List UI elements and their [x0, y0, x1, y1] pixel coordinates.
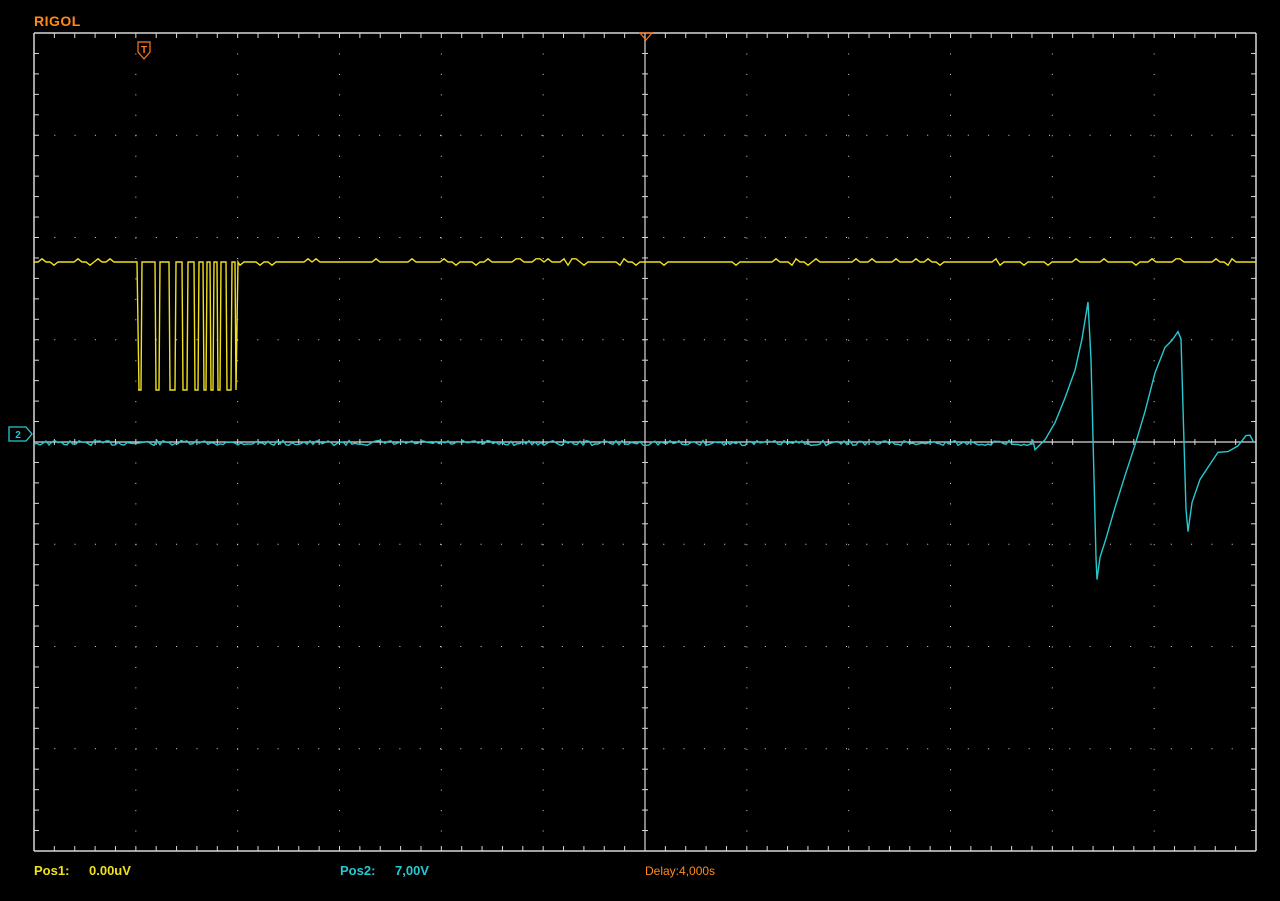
delay-readout: Delay:4,000s: [645, 864, 716, 878]
channel-1-waveform: [34, 257, 1256, 391]
trigger-position-marker-icon[interactable]: T: [137, 41, 151, 60]
pos1-label: Pos1:: [34, 863, 70, 878]
brand-logo: RIGOL: [34, 13, 81, 29]
channel-2-waveform: [33, 301, 1255, 580]
graticule: [33, 32, 1257, 852]
channel-2-ground-marker-icon[interactable]: 2: [8, 426, 33, 442]
time-reference-marker-icon[interactable]: [638, 32, 654, 41]
pos1-value: 0.00uV: [89, 863, 131, 878]
pos2-label: Pos2:: [340, 863, 376, 878]
pos2-value: 7,00V: [395, 863, 429, 878]
channel-2-marker-label: 2: [15, 430, 21, 441]
trigger-marker-label: T: [141, 45, 147, 56]
